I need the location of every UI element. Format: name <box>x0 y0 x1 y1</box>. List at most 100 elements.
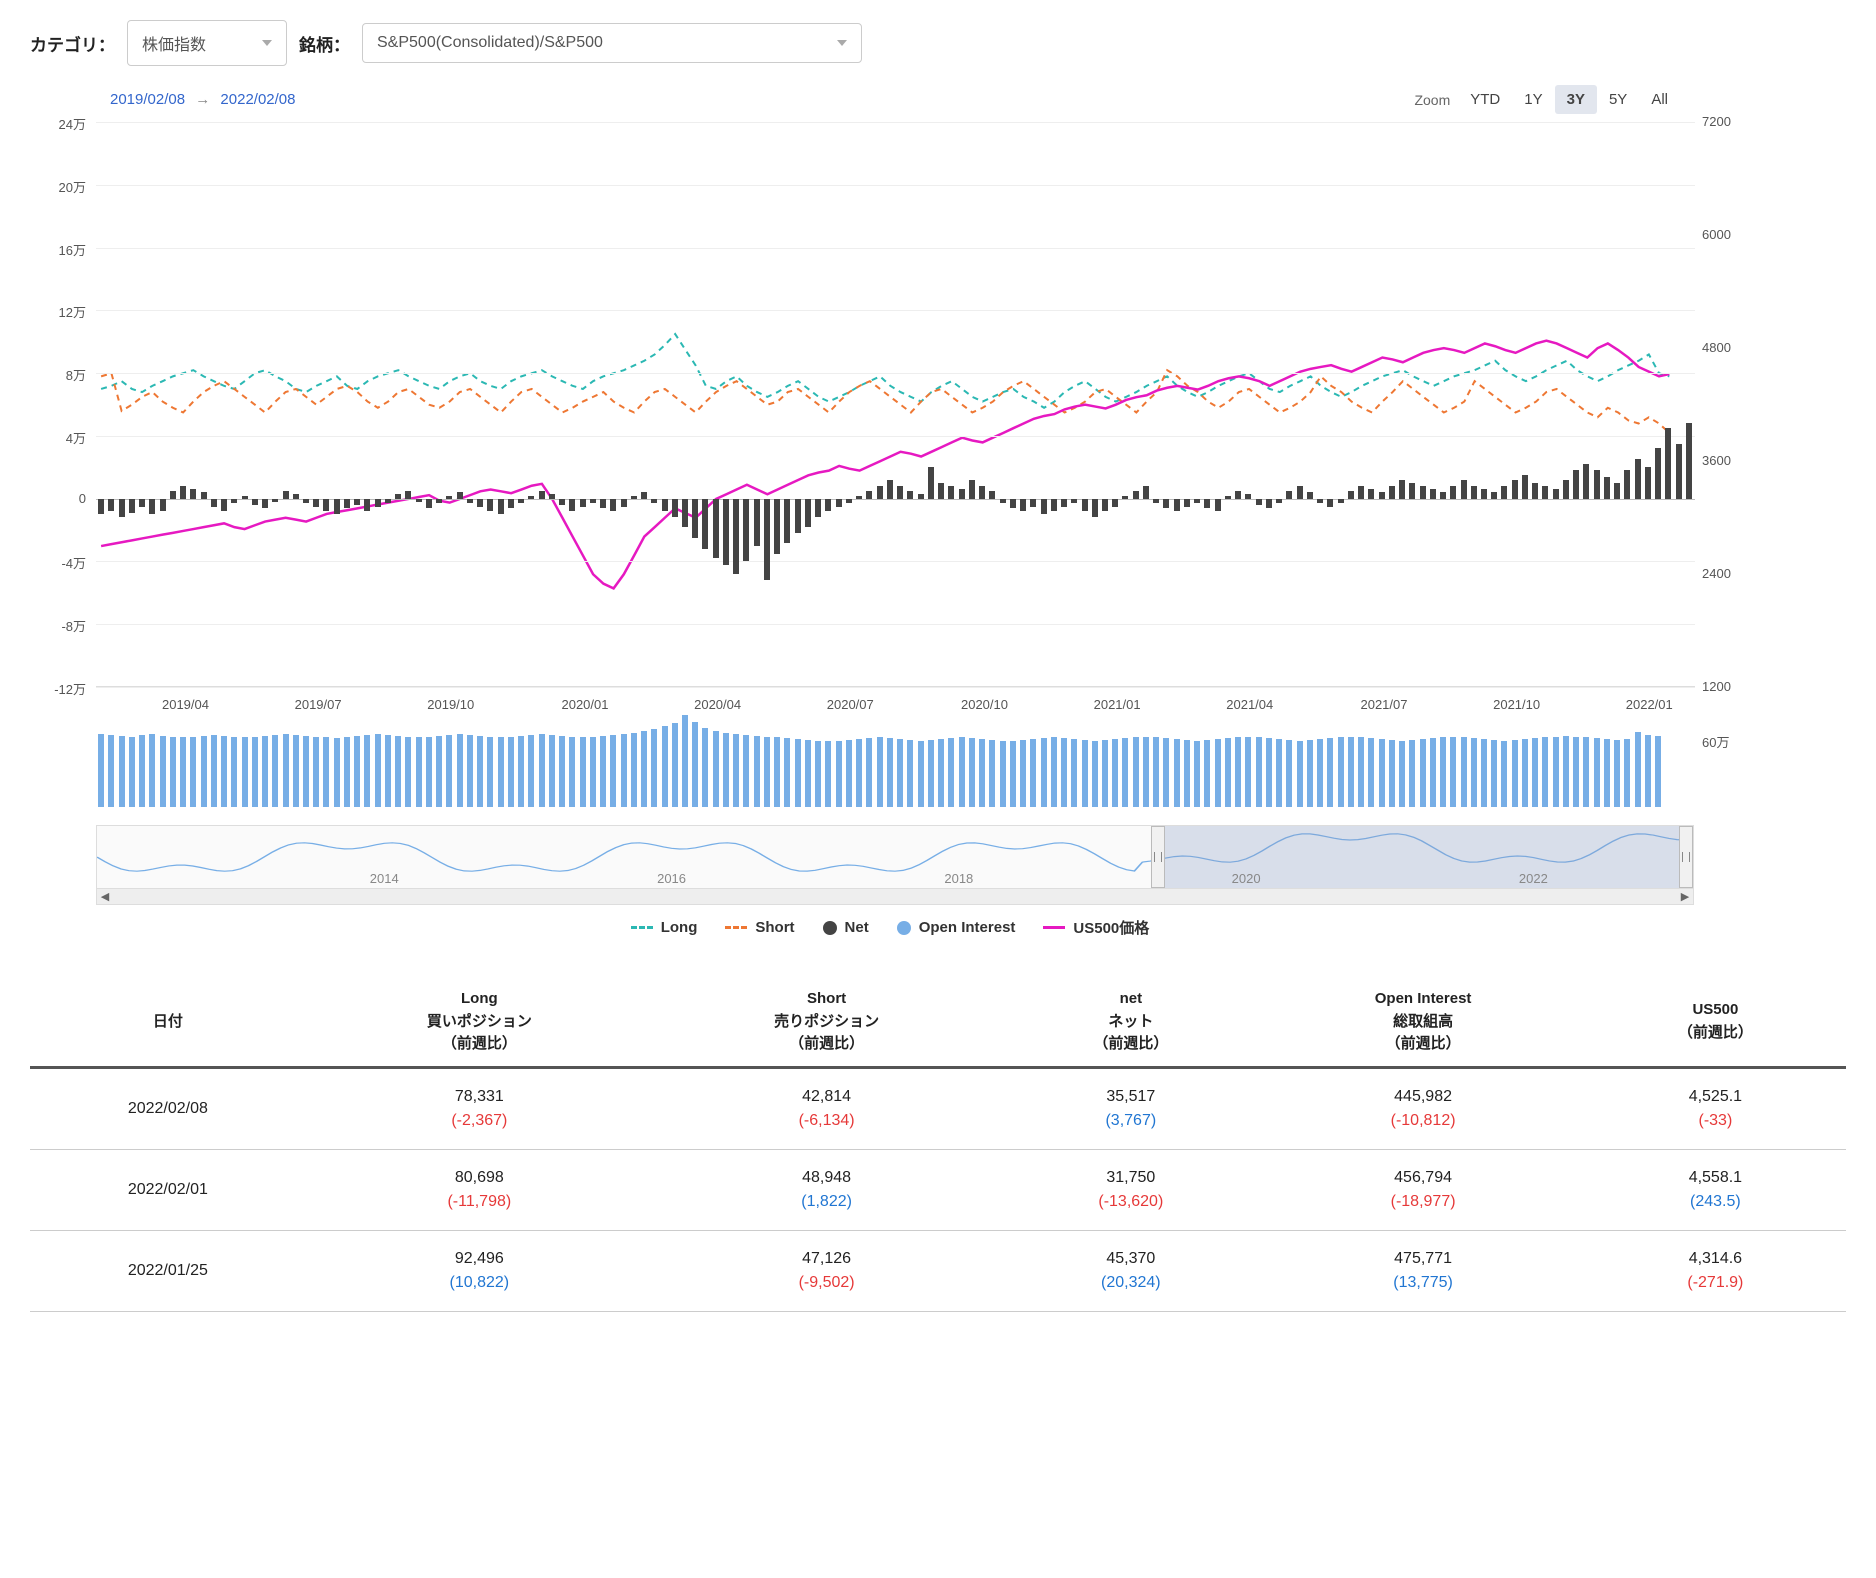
net-bar <box>682 499 688 527</box>
net-bar <box>1307 492 1313 498</box>
category-value: 株価指数 <box>142 31 206 55</box>
net-bar <box>774 499 780 554</box>
oi-bar <box>1440 737 1446 807</box>
net-bar <box>508 499 514 508</box>
chevron-down-icon <box>262 40 272 46</box>
oi-bar <box>1420 739 1426 807</box>
oi-bar <box>1409 740 1415 807</box>
legend-item[interactable]: Short <box>725 919 794 936</box>
net-bar <box>1174 499 1180 512</box>
oi-bar <box>231 737 237 807</box>
navigator-plot[interactable]: 20142016201820202022 <box>97 826 1693 888</box>
oi-bar <box>1082 740 1088 807</box>
net-bar <box>743 499 749 562</box>
oi-bar <box>989 740 995 807</box>
nav-left-icon[interactable]: ◀ <box>97 889 113 905</box>
oi-bar <box>385 735 391 807</box>
gridline <box>96 185 1695 186</box>
net-bar <box>1542 486 1548 499</box>
navigator-handle-right[interactable] <box>1679 826 1693 888</box>
oi-bar <box>211 735 217 807</box>
oi-bar <box>569 737 575 807</box>
legend-item[interactable]: Long <box>631 919 698 936</box>
y-left-tick: -8万 <box>30 616 86 635</box>
zoom-3y-button[interactable]: 3Y <box>1555 85 1597 114</box>
net-bar <box>1327 499 1333 507</box>
navigator-scrollbar[interactable]: ◀ ▶ <box>97 888 1693 904</box>
nav-right-icon[interactable]: ▶ <box>1677 889 1693 905</box>
table-body: 2022/02/0878,331(-2,367)42,814(-6,134)35… <box>30 1067 1846 1311</box>
oi-bar <box>590 737 596 807</box>
zoom-5y-button[interactable]: 5Y <box>1597 85 1639 114</box>
legend-label: Net <box>845 919 869 936</box>
oi-bar <box>1051 737 1057 807</box>
date-range[interactable]: 2019/02/08 → 2022/02/08 <box>110 91 296 108</box>
oi-bar <box>723 733 729 807</box>
net-bar <box>1624 470 1630 498</box>
legend-item[interactable]: Open Interest <box>897 919 1016 936</box>
value-cell: 45,370(20,324) <box>1000 1230 1261 1311</box>
x-tick: 2019/07 <box>295 697 342 712</box>
net-bar <box>1655 448 1661 498</box>
date-from: 2019/02/08 <box>110 91 185 108</box>
net-bar <box>795 499 801 534</box>
net-bar <box>672 499 678 518</box>
oi-bar <box>395 736 401 807</box>
navigator-handle-left[interactable] <box>1151 826 1165 888</box>
oi-bar <box>190 737 196 807</box>
value-cell: 48,948(1,822) <box>653 1149 1000 1230</box>
net-bar <box>580 499 586 507</box>
net-bar <box>641 492 647 498</box>
oi-bar <box>1163 738 1169 807</box>
zoom-all-button[interactable]: All <box>1639 85 1680 114</box>
oi-bar <box>1317 739 1323 807</box>
net-bar <box>303 499 309 504</box>
plot-area[interactable] <box>96 122 1695 687</box>
oi-bar <box>1122 738 1128 807</box>
legend-item[interactable]: US500価格 <box>1043 917 1149 938</box>
net-bar <box>252 499 258 505</box>
net-bar <box>1420 486 1426 499</box>
symbol-value: S&P500(Consolidated)/S&P500 <box>377 34 603 52</box>
net-bar <box>764 499 770 581</box>
oi-bar <box>436 736 442 807</box>
oi-bar <box>1338 737 1344 807</box>
oi-bar <box>1389 740 1395 807</box>
net-bar <box>610 499 616 512</box>
symbol-dropdown[interactable]: S&P500(Consolidated)/S&P500 <box>362 23 862 63</box>
zoom-1y-button[interactable]: 1Y <box>1512 85 1554 114</box>
y-left-tick: -12万 <box>30 679 86 698</box>
net-bar <box>1614 483 1620 499</box>
oi-bar <box>1594 738 1600 807</box>
value-cell: 4,314.6(-271.9) <box>1585 1230 1846 1311</box>
y-left-tick: 4万 <box>30 428 86 447</box>
net-bar <box>1563 480 1569 499</box>
x-tick: 2021/07 <box>1360 697 1407 712</box>
zoom-label: Zoom <box>1414 92 1450 108</box>
net-bar <box>1645 467 1651 498</box>
zoom-ytd-button[interactable]: YTD <box>1458 85 1512 114</box>
x-tick: 2020/07 <box>827 697 874 712</box>
net-bar <box>283 491 289 499</box>
value-cell: 445,982(-10,812) <box>1261 1067 1584 1149</box>
oi-bar <box>1235 737 1241 807</box>
category-dropdown[interactable]: 株価指数 <box>127 20 287 66</box>
net-bar <box>262 499 268 508</box>
value-cell: 456,794(-18,977) <box>1261 1149 1584 1230</box>
net-bar <box>948 486 954 499</box>
x-tick: 2021/01 <box>1094 697 1141 712</box>
net-bar <box>313 499 319 507</box>
oi-bar <box>1143 737 1149 807</box>
legend-label: Open Interest <box>919 919 1016 936</box>
oi-bar <box>815 741 821 808</box>
oi-plot-area[interactable] <box>96 712 1695 807</box>
net-bar <box>1051 499 1057 512</box>
legend-item[interactable]: Net <box>823 919 869 936</box>
oi-bar <box>272 735 278 807</box>
net-bar <box>1430 489 1436 498</box>
net-bar <box>119 499 125 518</box>
oi-bar <box>754 736 760 807</box>
net-bar <box>1368 489 1374 498</box>
oi-bar <box>600 736 606 807</box>
net-bar <box>1604 477 1610 499</box>
